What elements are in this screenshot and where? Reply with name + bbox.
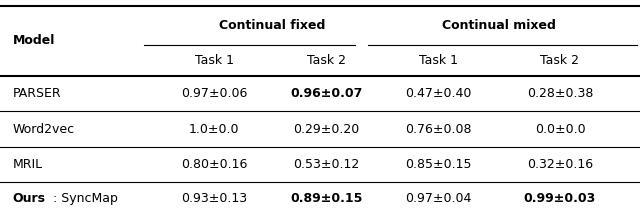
Text: 0.28±0.38: 0.28±0.38 bbox=[527, 87, 593, 100]
Text: Task 1: Task 1 bbox=[195, 54, 234, 67]
Text: 0.89±0.15: 0.89±0.15 bbox=[290, 193, 363, 205]
Text: 0.99±0.03: 0.99±0.03 bbox=[524, 193, 596, 205]
Text: Task 2: Task 2 bbox=[541, 54, 579, 67]
Text: 0.53±0.12: 0.53±0.12 bbox=[293, 158, 360, 171]
Text: Task 2: Task 2 bbox=[307, 54, 346, 67]
Text: 0.0±0.0: 0.0±0.0 bbox=[534, 123, 586, 136]
Text: 0.97±0.06: 0.97±0.06 bbox=[181, 87, 248, 100]
Text: MRIL: MRIL bbox=[13, 158, 43, 171]
Text: 0.97±0.04: 0.97±0.04 bbox=[405, 193, 472, 205]
Text: 0.93±0.13: 0.93±0.13 bbox=[181, 193, 248, 205]
Text: 0.29±0.20: 0.29±0.20 bbox=[293, 123, 360, 136]
Text: : SyncMap: : SyncMap bbox=[53, 193, 118, 205]
Text: 0.76±0.08: 0.76±0.08 bbox=[405, 123, 472, 136]
Text: 0.85±0.15: 0.85±0.15 bbox=[405, 158, 472, 171]
Text: PARSER: PARSER bbox=[13, 87, 61, 100]
Text: Continual fixed: Continual fixed bbox=[219, 19, 325, 32]
Text: 0.32±0.16: 0.32±0.16 bbox=[527, 158, 593, 171]
Text: Ours: Ours bbox=[13, 193, 46, 205]
Text: 0.47±0.40: 0.47±0.40 bbox=[405, 87, 472, 100]
Text: Continual mixed: Continual mixed bbox=[442, 19, 556, 32]
Text: Model: Model bbox=[13, 34, 55, 47]
Text: 0.80±0.16: 0.80±0.16 bbox=[181, 158, 248, 171]
Text: 1.0±0.0: 1.0±0.0 bbox=[189, 123, 239, 136]
Text: 0.96±0.07: 0.96±0.07 bbox=[290, 87, 363, 100]
Text: Word2vec: Word2vec bbox=[13, 123, 75, 136]
Text: Task 1: Task 1 bbox=[419, 54, 458, 67]
